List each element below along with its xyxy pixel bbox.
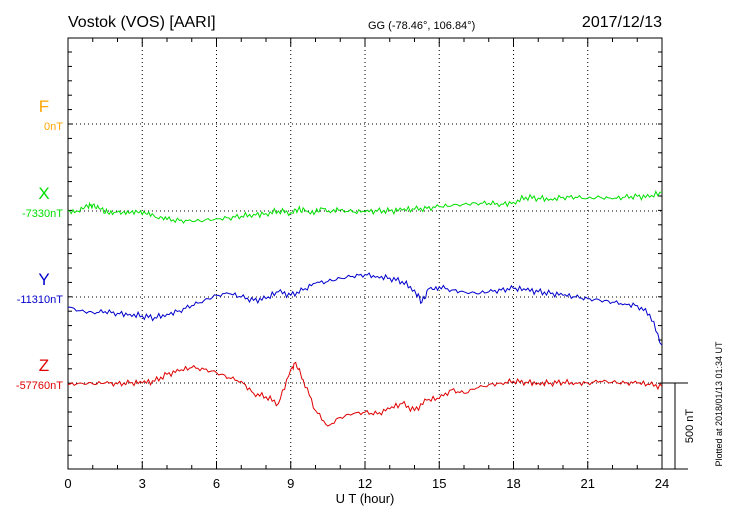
series-baseline-f: 0nT <box>44 121 63 133</box>
series-name-x: X <box>38 184 49 203</box>
x-tick-label: 12 <box>358 476 372 491</box>
series-line-z <box>67 361 663 427</box>
x-tick-label: 15 <box>432 476 446 491</box>
coordinates-label: GG (-78.46°, 106.84°) <box>368 20 475 32</box>
axis-ticks <box>67 38 663 469</box>
series-baseline-x: -7330nT <box>22 208 63 220</box>
series-line-y <box>67 272 663 346</box>
series-name-z: Z <box>39 356 49 375</box>
plotted-note: Plotted at 2018/01/13 01:34 UT <box>714 341 724 467</box>
x-tick-label: 0 <box>64 476 71 491</box>
series-line-x <box>68 190 663 224</box>
x-tick-labels: 0 3 6 9 12 15 18 21 24 <box>64 476 669 491</box>
series-labels: F 0nT X -7330nT Y -11310nT Z -57760nT <box>16 97 63 392</box>
series-lines <box>67 190 663 427</box>
scale-bar-label: 500 nT <box>684 409 696 444</box>
series-baseline-y: -11310nT <box>17 294 64 306</box>
x-tick-label: 24 <box>655 476 669 491</box>
series-name-y: Y <box>38 270 49 289</box>
station-title: Vostok (VOS) [AARI] <box>68 14 216 31</box>
grid-lines <box>68 38 662 469</box>
x-tick-label: 3 <box>139 476 146 491</box>
x-tick-label: 18 <box>506 476 520 491</box>
x-tick-label: 21 <box>581 476 595 491</box>
series-baseline-z: -57760nT <box>16 380 63 392</box>
x-tick-label: 6 <box>213 476 220 491</box>
series-name-f: F <box>39 97 49 116</box>
x-tick-label: 9 <box>287 476 294 491</box>
scale-bar: 500 nT <box>662 382 696 470</box>
date-label: 2017/12/13 <box>582 14 662 31</box>
x-axis-label: U T (hour) <box>336 491 395 506</box>
